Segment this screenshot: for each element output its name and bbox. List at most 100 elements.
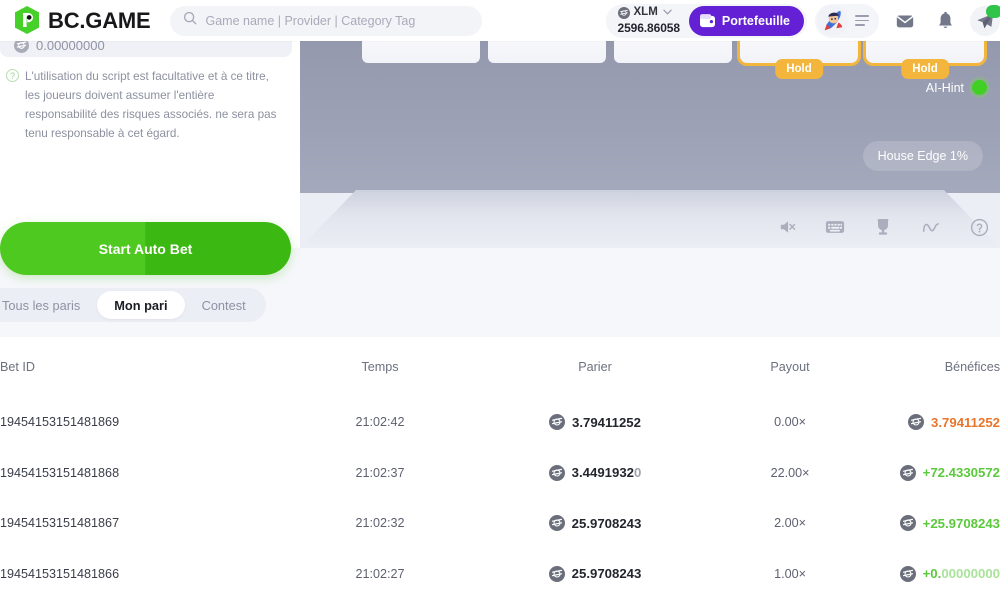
xlm-coin-icon (899, 464, 916, 481)
xlm-coin-icon (617, 6, 630, 19)
cell-profit: 3.79411252 (870, 414, 1000, 431)
autobet-panel: 0.00000000 ? L'utilisation du script est… (0, 41, 300, 275)
xlm-coin-icon (548, 464, 565, 481)
cell-profit: +0.00000000 (870, 565, 1000, 582)
cell-bet-value: 3.79411252 (572, 414, 641, 430)
xlm-coin-icon (14, 41, 29, 53)
cell-payout: 1.00× (774, 566, 806, 581)
cell-time: 21:02:42 (355, 415, 405, 430)
table-row[interactable]: 19454153151481868 21:02:37 3.44919320 22… (0, 448, 1000, 499)
cell-bet-value: 3.4491932 (571, 465, 634, 481)
cell-bet-id: 19454153151481869 (0, 415, 120, 430)
card-slot[interactable] (488, 41, 606, 63)
card-slot[interactable] (362, 41, 480, 63)
cell-payout: 0.00× (774, 415, 806, 430)
currency-selector[interactable]: XLM 2596.86058 (617, 5, 681, 35)
question-circle-icon: ? (6, 69, 19, 82)
cell-profit-value: +0. (922, 566, 942, 582)
column-header-bet: Parier (578, 360, 612, 374)
header-right-cluster: XLM 2596.86058 Po (605, 0, 1000, 41)
cell-bet: 3.79411252 (480, 414, 710, 431)
search-icon (183, 11, 197, 30)
table-header-row: Bet ID Temps Parier Payout Bénéfices (0, 337, 1000, 397)
cell-payout: 2.00× (774, 516, 806, 531)
cell-bet-id: 19454153151481866 (0, 566, 120, 581)
bets-tabs: Tous les paris Mon pari Contest (0, 288, 266, 322)
cell-time: 21:02:27 (355, 566, 405, 581)
telegram-icon[interactable] (970, 4, 1000, 36)
keyboard-icon[interactable] (824, 216, 846, 238)
cards-row: Hold Hold (300, 41, 1000, 79)
bc-game-logo-icon (14, 6, 40, 35)
card-slot[interactable] (614, 41, 732, 63)
tab-all-bets[interactable]: Tous les paris (2, 297, 81, 313)
cell-bet: 3.44919320 (480, 464, 710, 481)
xlm-coin-icon (899, 565, 916, 582)
table-row[interactable]: 19454153151481869 21:02:42 3.79411252 0.… (0, 397, 1000, 448)
cell-bet-value: 25.9708243 (571, 515, 642, 531)
brand-name: BC.GAME (48, 7, 151, 33)
search-input[interactable] (205, 13, 469, 28)
cell-profit-value: 3.79411252 (931, 414, 1000, 430)
hold-badge[interactable]: Hold (775, 59, 823, 79)
start-auto-bet-button[interactable]: Start Auto Bet (0, 222, 291, 275)
help-icon[interactable] (968, 216, 990, 238)
cell-profit-value-lite: 00000000 (941, 566, 1000, 582)
card-slot[interactable]: Hold (740, 41, 858, 79)
hold-badge[interactable]: Hold (901, 59, 949, 79)
column-header-time: Temps (361, 360, 399, 374)
cell-bet: 25.9708243 (480, 515, 710, 532)
cell-time: 21:02:32 (355, 516, 405, 531)
wallet-button-label: Portefeuille (721, 13, 790, 28)
table-row[interactable]: 19454153151481867 21:02:32 25.9708243 2.… (0, 498, 1000, 549)
tab-my-bets[interactable]: Mon pari (97, 291, 185, 319)
chevron-down-icon (663, 9, 672, 17)
cell-profit-value: +72.4330572 (922, 465, 1000, 481)
cell-bet-id: 19454153151481868 (0, 465, 120, 480)
xlm-coin-icon (899, 515, 916, 532)
cell-bet-id: 19454153151481867 (0, 516, 120, 531)
bet-amount-value: 0.00000000 (36, 41, 105, 53)
cell-time: 21:02:37 (355, 465, 405, 480)
xlm-coin-icon (549, 414, 566, 431)
table-row[interactable]: 19454153151481866 21:02:27 25.9708243 1.… (0, 549, 1000, 600)
cell-payout: 22.00× (770, 465, 810, 480)
avatar-group[interactable] (815, 3, 879, 38)
user-avatar[interactable] (817, 5, 848, 36)
cell-profit: +72.4330572 (870, 464, 1000, 481)
cell-bet-value: 25.9708243 (571, 566, 642, 582)
script-notice: ? L'utilisation du script est facultativ… (0, 67, 300, 143)
script-notice-text: L'utilisation du script est facultative … (25, 70, 277, 140)
top-header: BC.GAME (0, 0, 1000, 41)
column-header-bet-id: Bet ID (0, 360, 35, 374)
currency-balance: 2596.86058 (617, 20, 681, 35)
search-box[interactable] (169, 5, 482, 36)
stats-icon[interactable] (920, 216, 942, 238)
bet-amount-field[interactable]: 0.00000000 (0, 41, 292, 57)
column-header-profit: Bénéfices (944, 360, 1000, 374)
cell-bet: 25.9708243 (480, 565, 710, 582)
xlm-coin-icon (548, 565, 565, 582)
ai-hint-label: AI-Hint (925, 80, 964, 95)
ai-hint-indicator[interactable] (972, 80, 987, 95)
currency-code: XLM (633, 5, 658, 18)
bets-table: Bet ID Temps Parier Payout Bénéfices 194… (0, 337, 1000, 601)
hamburger-icon[interactable] (855, 15, 869, 26)
cell-profit-value: +25.9708243 (922, 515, 1000, 531)
xlm-coin-icon (908, 414, 925, 431)
wallet-group: XLM 2596.86058 Po (605, 3, 807, 38)
trophy-icon[interactable] (872, 216, 894, 238)
cell-bet-value-dim: 0 (634, 465, 642, 481)
tab-contest[interactable]: Contest (201, 297, 246, 313)
mail-icon[interactable] (890, 6, 920, 36)
wallet-button[interactable]: Portefeuille (688, 5, 804, 36)
game-toolbar (776, 216, 990, 238)
card-slot[interactable]: Hold (866, 41, 984, 79)
cell-profit: +25.9708243 (870, 515, 1000, 532)
brand-logo[interactable]: BC.GAME (14, 6, 151, 35)
column-header-payout: Payout (770, 360, 810, 374)
ai-hint-toggle[interactable]: AI-Hint (926, 80, 987, 95)
bell-icon[interactable] (930, 6, 960, 36)
sound-muted-icon[interactable] (776, 216, 798, 238)
